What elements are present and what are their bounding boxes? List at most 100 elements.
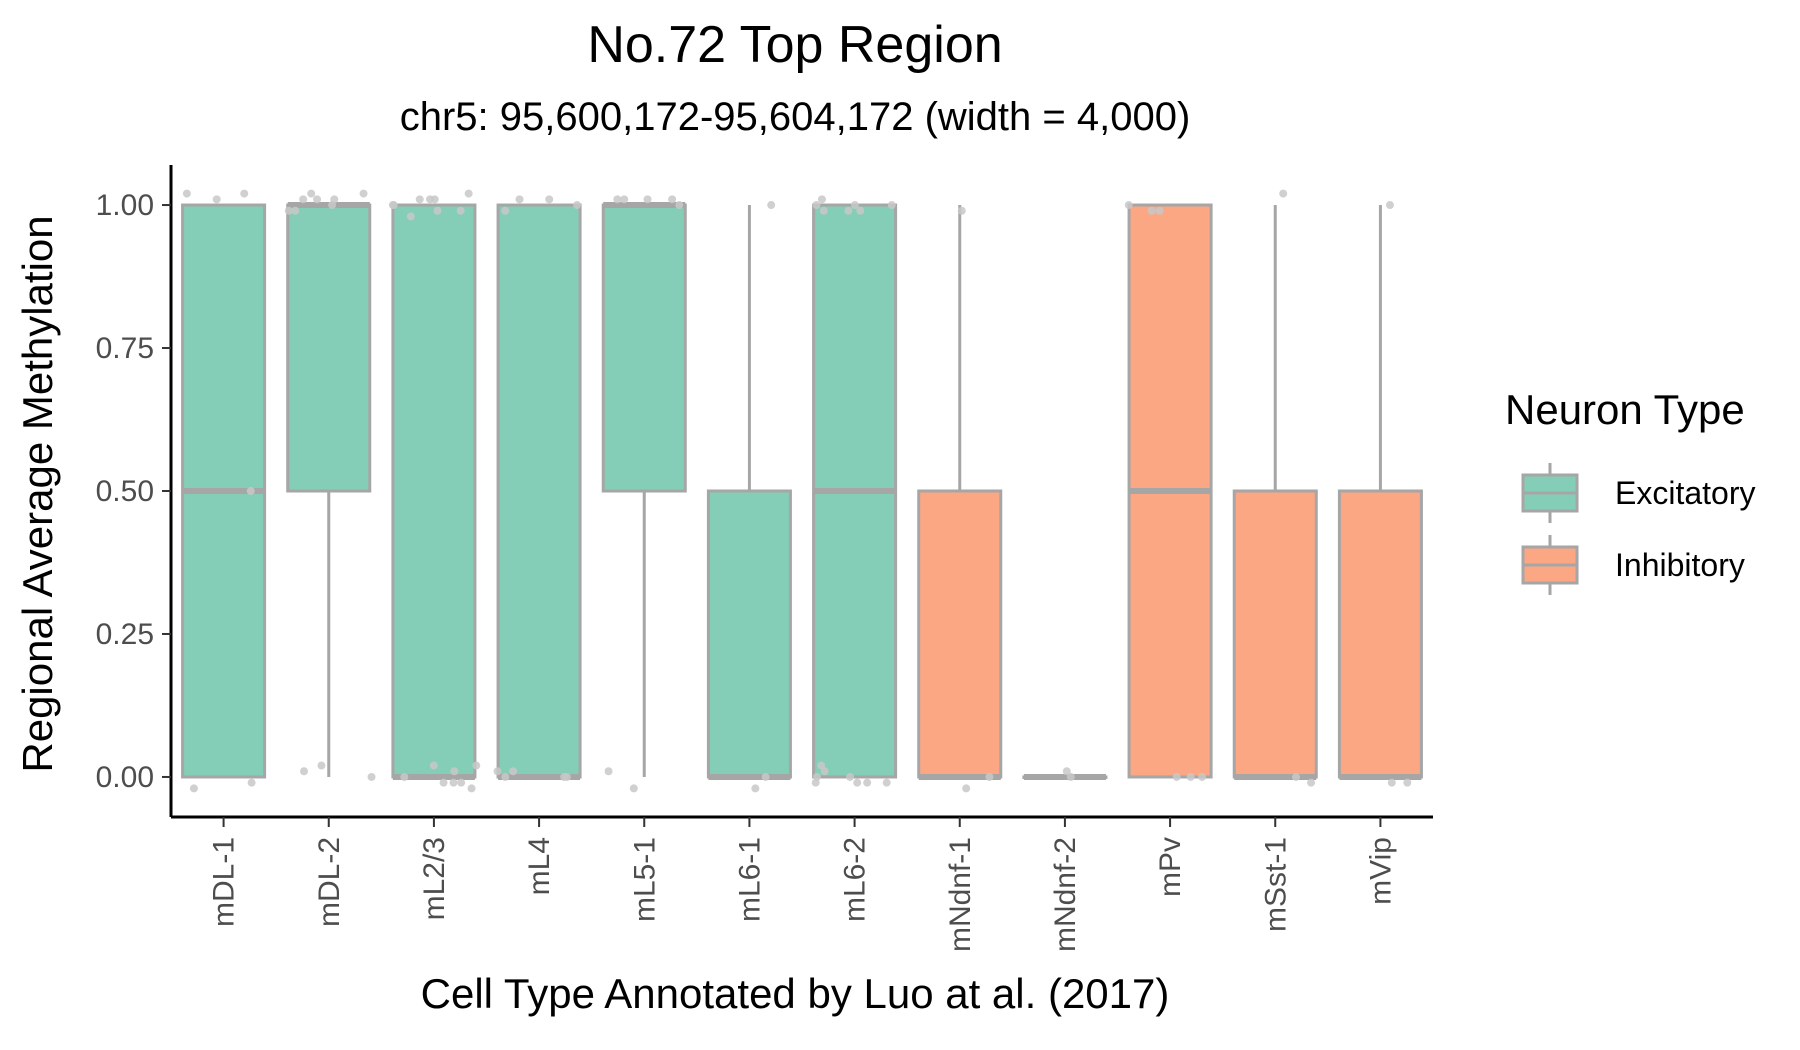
data-point	[1062, 767, 1071, 776]
data-point	[182, 189, 191, 198]
data-point	[493, 767, 502, 776]
x-tick-label: mPv	[1154, 837, 1187, 897]
data-point	[429, 761, 438, 770]
data-point	[433, 206, 442, 215]
data-point	[887, 201, 896, 210]
data-point	[846, 772, 855, 781]
box-mpv	[1124, 201, 1213, 781]
data-point	[863, 778, 872, 787]
data-point	[467, 784, 476, 793]
data-point	[629, 784, 638, 793]
x-tick-label: mVip	[1364, 837, 1397, 905]
plot-area: 0.00 0.25 0.50 0.75 1.00 mDL-1 mDL-2 mL2/3 mL4 mL…	[96, 165, 1433, 952]
data-point	[751, 784, 760, 793]
data-point	[189, 784, 198, 793]
data-point	[284, 206, 293, 215]
data-point	[1198, 772, 1207, 781]
y-tick-label: 0.25	[96, 618, 154, 651]
data-point	[247, 778, 256, 787]
box-body	[1232, 489, 1318, 779]
data-point	[307, 189, 316, 198]
data-point	[1307, 778, 1316, 787]
data-point	[515, 195, 524, 204]
chart-subtitle: chr5: 95,600,172-95,604,172 (width = 4,0…	[400, 95, 1191, 139]
box-mndnf-1	[917, 205, 1003, 793]
data-point	[450, 767, 459, 776]
data-point	[388, 201, 397, 210]
data-point	[962, 784, 971, 793]
data-point	[501, 772, 510, 781]
data-point	[367, 772, 376, 781]
data-point	[240, 189, 249, 198]
x-axis-title: Cell Type Annotated by Luo at al. (2017)	[421, 970, 1170, 1017]
data-point	[620, 195, 629, 204]
box-ml6-2	[811, 195, 898, 787]
data-point	[844, 206, 853, 215]
data-point	[545, 195, 554, 204]
data-point	[560, 772, 569, 781]
legend-label-inhibitory: Inhibitory	[1615, 547, 1745, 583]
data-point	[212, 195, 221, 204]
data-point	[668, 195, 677, 204]
box-mndnf-2	[1022, 767, 1108, 781]
data-point	[1387, 778, 1396, 787]
data-point	[573, 201, 582, 210]
data-point	[359, 189, 368, 198]
data-point	[457, 778, 466, 787]
data-point	[643, 195, 652, 204]
y-tick-label: 0.00	[96, 761, 154, 794]
legend: Neuron Type Excitatory Inhibitory	[1505, 386, 1755, 595]
data-point	[1155, 206, 1164, 215]
data-point	[300, 767, 309, 776]
data-point	[820, 767, 829, 776]
x-tick-label: mNdnf-2	[1049, 837, 1082, 952]
box-ml5-1	[601, 195, 687, 793]
x-tick-label: mL6-1	[733, 837, 766, 922]
data-point	[464, 189, 473, 198]
data-point	[449, 778, 458, 787]
data-point	[817, 195, 826, 204]
data-point	[317, 761, 326, 770]
data-point	[456, 206, 465, 215]
box-body	[391, 203, 477, 779]
data-point	[509, 767, 518, 776]
data-point	[1124, 201, 1133, 210]
data-point	[501, 206, 510, 215]
box-msst-1	[1232, 189, 1318, 787]
data-point	[299, 195, 308, 204]
data-point	[675, 201, 684, 210]
data-point	[850, 201, 859, 210]
data-point	[415, 195, 424, 204]
x-tick-label: mSst-1	[1259, 837, 1292, 932]
y-tick-label: 0.50	[96, 475, 154, 508]
y-tick-label: 0.75	[96, 332, 154, 365]
box-body	[496, 203, 582, 779]
box-mdl-2	[284, 189, 376, 781]
box-body	[286, 203, 372, 493]
data-point	[856, 206, 865, 215]
data-point	[1186, 772, 1195, 781]
data-point	[882, 778, 891, 787]
data-point	[439, 778, 448, 787]
data-point	[812, 201, 821, 210]
box-ml2-3	[388, 189, 481, 793]
x-tick-label: mL5-1	[628, 837, 661, 922]
x-tick-label: mDL-2	[313, 837, 346, 927]
chart-title: No.72 Top Region	[587, 16, 1002, 74]
data-point	[761, 772, 770, 781]
x-tick-label: mL6-2	[839, 837, 872, 922]
box-body	[601, 203, 687, 493]
box-ml6-1	[706, 201, 792, 793]
data-point	[246, 487, 255, 495]
data-point	[400, 772, 409, 781]
x-tick-label: mDL-1	[208, 837, 241, 927]
data-point	[1385, 201, 1394, 210]
box-body	[1337, 489, 1423, 779]
box-mvip	[1337, 201, 1423, 787]
data-point	[1147, 206, 1156, 215]
legend-title: Neuron Type	[1505, 386, 1745, 433]
x-tick-label: mL4	[523, 837, 556, 895]
y-tick-label: 1.00	[96, 189, 154, 222]
